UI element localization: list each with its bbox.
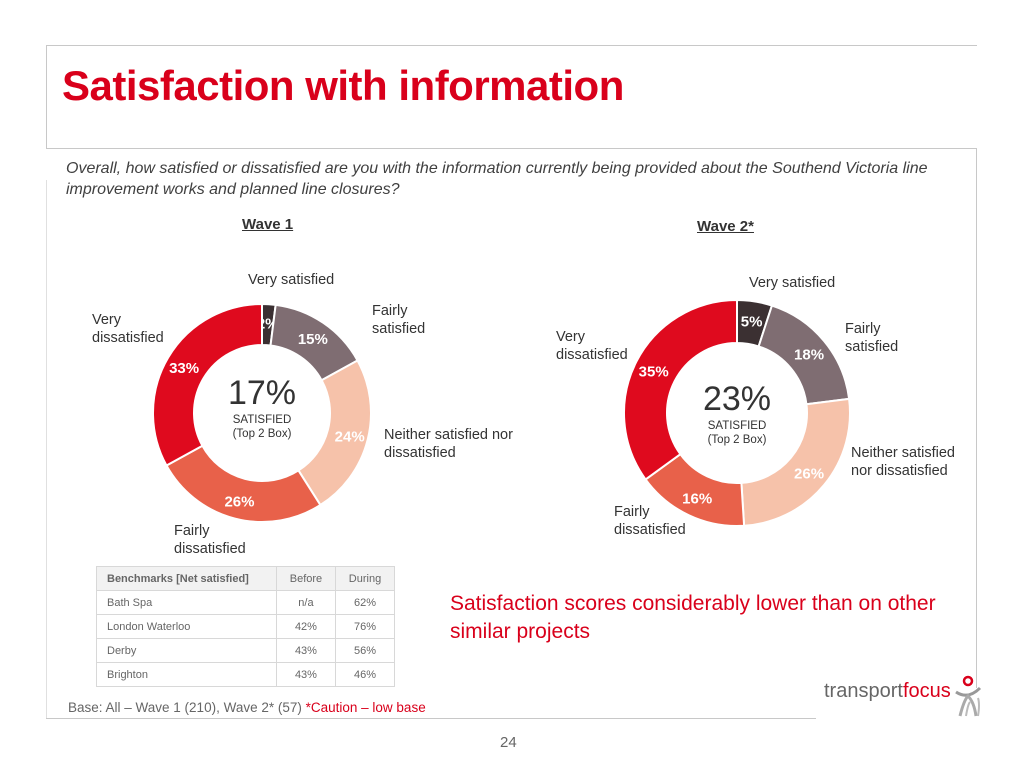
- survey-question: Overall, how satisfied or dissatisfied a…: [66, 160, 928, 198]
- donut-slice-very-dissatisfied: [623, 298, 738, 481]
- table-row: Derby 43% 56%: [96, 638, 396, 663]
- donut-slice-very-dissatisfied: [152, 302, 263, 467]
- table-cell: 46%: [334, 662, 396, 687]
- table-header: Before: [275, 566, 336, 591]
- wave1-donut: 2%15%24%26%33%: [152, 302, 372, 523]
- wave1-center-sublabel: (Top 2 Box): [232, 428, 292, 440]
- label-line: Fairly: [372, 303, 408, 319]
- donut-data-label: 18%: [794, 346, 824, 363]
- donut-data-label: 26%: [224, 494, 254, 511]
- donut-data-label: 35%: [639, 364, 669, 381]
- wave1-label-very-satisfied: Very satisfied: [248, 272, 335, 288]
- label-line: dissatisfied: [556, 347, 628, 363]
- wave2-donut: 5% 18% 26% 16% 35%: [623, 298, 851, 527]
- wave1-label-fairly-satisfied: Fairly satisfied: [372, 302, 425, 338]
- base-note: Base: All – Wave 1 (210), Wave 2* (57) *…: [68, 700, 426, 715]
- callout-text: Satisfaction scores considerably lower t…: [450, 592, 936, 643]
- table-cell: 42%: [275, 614, 336, 639]
- label-line: Very: [556, 329, 586, 345]
- wave2-label-fairly-satisfied: Fairly satisfied: [845, 320, 898, 356]
- page-number: 24: [500, 734, 517, 751]
- label-line: satisfied: [372, 321, 426, 337]
- frame-bottom-line: [46, 718, 816, 719]
- wave1-title: Wave 1: [242, 216, 294, 233]
- table-cell: Brighton: [96, 662, 277, 687]
- table-cell: 56%: [334, 638, 396, 663]
- base-text: Base: All – Wave 1 (210), Wave 2* (57): [68, 700, 302, 715]
- label-line: Neither satisfied: [851, 445, 955, 461]
- table-cell: Bath Spa: [96, 590, 277, 615]
- wave2-label-fairly-dissatisfied: Fairly dissatisfied: [614, 503, 686, 539]
- label-line: Fairly: [174, 523, 210, 539]
- transportfocus-logo: transportfocus: [824, 675, 982, 717]
- table-cell: 62%: [334, 590, 396, 615]
- frame-mid-line: [46, 148, 977, 149]
- frame-left-line: [46, 45, 47, 148]
- donut-data-label: 24%: [335, 429, 365, 446]
- donut-data-label: 15%: [298, 331, 328, 348]
- label-line: dissatisfied: [614, 522, 686, 538]
- label-line: Fairly: [845, 321, 881, 337]
- wave1-center-value: 17%: [227, 374, 297, 412]
- donut-data-label: 16%: [682, 491, 712, 508]
- label-line: Fairly: [614, 504, 650, 520]
- frame-left-lower-line: [46, 180, 47, 718]
- table-row: Bath Spa n/a 62%: [96, 590, 396, 615]
- frame-right-line: [976, 148, 977, 688]
- donut-data-label: 26%: [794, 466, 824, 483]
- label-line: dissatisfied: [384, 445, 456, 461]
- wave2-label-neither: Neither satisfied nor dissatisfied: [851, 444, 955, 480]
- table-header: Benchmarks [Net satisfied]: [96, 566, 277, 591]
- wave2-center-label: SATISFIED: [707, 420, 767, 432]
- wave1-center-label: SATISFIED: [232, 414, 292, 426]
- table-cell: Derby: [96, 638, 277, 663]
- logo-text-1: transport: [824, 680, 903, 702]
- logo-figure-icon: [955, 675, 982, 717]
- label-line: satisfied: [845, 339, 899, 355]
- table-header: During: [334, 566, 396, 591]
- page-title: Satisfaction with information: [62, 62, 624, 109]
- benchmarks-table: Benchmarks [Net satisfied] Before During…: [96, 566, 396, 687]
- wave2-center-value: 23%: [702, 380, 772, 418]
- frame-top-line: [46, 45, 977, 46]
- wave2-label-very-satisfied: Very satisfied: [749, 275, 836, 291]
- donut-data-label: 33%: [169, 360, 199, 377]
- donut-data-label: 5%: [741, 314, 763, 331]
- wave1-label-neither: Neither satisfied nor dissatisfied: [384, 426, 513, 462]
- wave2-title: Wave 2*: [697, 218, 754, 235]
- label-line: dissatisfied: [174, 541, 246, 557]
- table-cell: 43%: [275, 638, 336, 663]
- wave1-label-fairly-dissatisfied: Fairly dissatisfied: [174, 522, 246, 558]
- wave2-label-very-dissatisfied: Very dissatisfied: [556, 328, 628, 364]
- label-line: Neither satisfied nor: [384, 427, 513, 443]
- table-row: London Waterloo 42% 76%: [96, 614, 396, 639]
- wave2-center-sublabel: (Top 2 Box): [707, 434, 767, 446]
- table-cell: 43%: [275, 662, 336, 687]
- label-line: Very: [92, 312, 122, 328]
- label-line: dissatisfied: [92, 330, 164, 346]
- table-cell: n/a: [275, 590, 336, 615]
- table-row: Brighton 43% 46%: [96, 662, 396, 687]
- label-line: nor dissatisfied: [851, 463, 948, 479]
- logo-text-2: focus: [902, 680, 951, 702]
- table-cell: 76%: [334, 614, 396, 639]
- wave1-label-very-dissatisfied: Very dissatisfied: [92, 311, 164, 347]
- table-cell: London Waterloo: [96, 614, 277, 639]
- table-header-row: Benchmarks [Net satisfied] Before During: [96, 566, 396, 591]
- caution-text: *Caution – low base: [305, 700, 426, 715]
